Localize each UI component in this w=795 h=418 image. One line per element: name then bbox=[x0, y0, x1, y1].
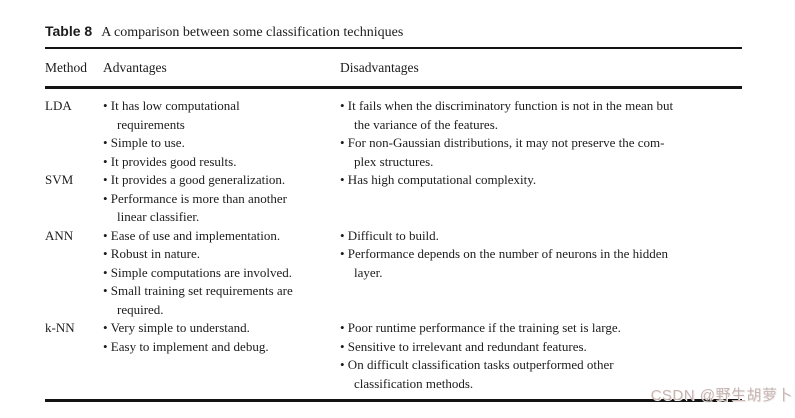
advantages-cell: • Ease of use and implementation. • Robus… bbox=[103, 227, 340, 320]
disadvantages-cell: • Poor runtime performance if the traini… bbox=[340, 319, 742, 393]
disadvantages-cell: • Difficult to build. • Performance depen… bbox=[340, 227, 742, 283]
bullet-item: • Very simple to understand. bbox=[103, 320, 250, 335]
method-cell: ANN bbox=[45, 227, 74, 243]
header-rule bbox=[45, 86, 742, 89]
table-caption: Table 8 A comparison between some classif… bbox=[45, 21, 742, 43]
disadvantages-cell: • It fails when the discriminatory funct… bbox=[340, 97, 742, 171]
comparison-table: Table 8 A comparison between some classif… bbox=[45, 0, 742, 402]
bottom-rule bbox=[45, 399, 742, 402]
column-header-method: Method bbox=[45, 60, 87, 75]
advantages-cell: • It provides a good generalization. • Pe… bbox=[103, 171, 340, 227]
method-cell: LDA bbox=[45, 98, 72, 113]
caption-text: A comparison between some classification… bbox=[101, 25, 404, 40]
caption-rule bbox=[45, 47, 742, 49]
method-cell: k-NN bbox=[45, 320, 75, 335]
bullet-item: • Easy to implement and debug. bbox=[103, 338, 269, 354]
bullet-item: • Poor runtime performance if the traini… bbox=[340, 320, 621, 335]
bullet-item: • Difficult to build. bbox=[340, 227, 439, 243]
disadvantages-cell: • Has high computational complexity. bbox=[340, 171, 742, 190]
bullet-item: • It has low computational requirements bbox=[103, 98, 240, 132]
advantages-cell: • Very simple to understand. • Easy to im… bbox=[103, 319, 340, 356]
bullet-item: • Performance is more than another linea… bbox=[103, 190, 287, 225]
column-header-disadvantages: Disadvantages bbox=[340, 60, 419, 75]
bullet-item: • Performance depends on the number of n… bbox=[340, 246, 669, 280]
table-row: SVM • It provides a good generalization.… bbox=[45, 171, 742, 227]
table-row: ANN • Ease of use and implementation. • R… bbox=[45, 227, 742, 320]
table-header-row: Method Advantages Disadvantages bbox=[45, 49, 742, 86]
bullet-item: • For non-Gaussian distributions, it may… bbox=[340, 135, 665, 169]
table-body: LDA • It has low computational requireme… bbox=[45, 89, 742, 399]
bullet-item: • On difficult classification tasks outp… bbox=[340, 357, 614, 391]
bullet-item: • Small training set requirements are re… bbox=[103, 283, 293, 317]
bullet-item: • Ease of use and implementation. bbox=[103, 227, 281, 243]
bullet-item: • It provides good results. bbox=[103, 153, 237, 169]
method-cell: SVM bbox=[45, 172, 74, 187]
bullet-item: • Has high computational complexity. bbox=[340, 172, 537, 187]
bullet-item: • Robust in nature. bbox=[103, 246, 200, 261]
bullet-item: • Simple computations are involved. bbox=[103, 264, 293, 280]
bullet-item: • Simple to use. bbox=[103, 135, 185, 150]
bullet-item: • Sensitive to irrelevant and redundant … bbox=[340, 338, 587, 354]
bullet-item: • It fails when the discriminatory funct… bbox=[340, 98, 674, 132]
table-row: k-NN • Very simple to understand. • Easy … bbox=[45, 319, 742, 393]
column-header-advantages: Advantages bbox=[103, 60, 167, 75]
table-label: Table 8 bbox=[45, 23, 93, 39]
advantages-cell: • It has low computational requirements •… bbox=[103, 97, 340, 171]
bullet-item: • It provides a good generalization. bbox=[103, 172, 286, 187]
watermark: CSDN @野生胡萝卜 bbox=[650, 387, 793, 404]
table-row: LDA • It has low computational requireme… bbox=[45, 97, 742, 171]
